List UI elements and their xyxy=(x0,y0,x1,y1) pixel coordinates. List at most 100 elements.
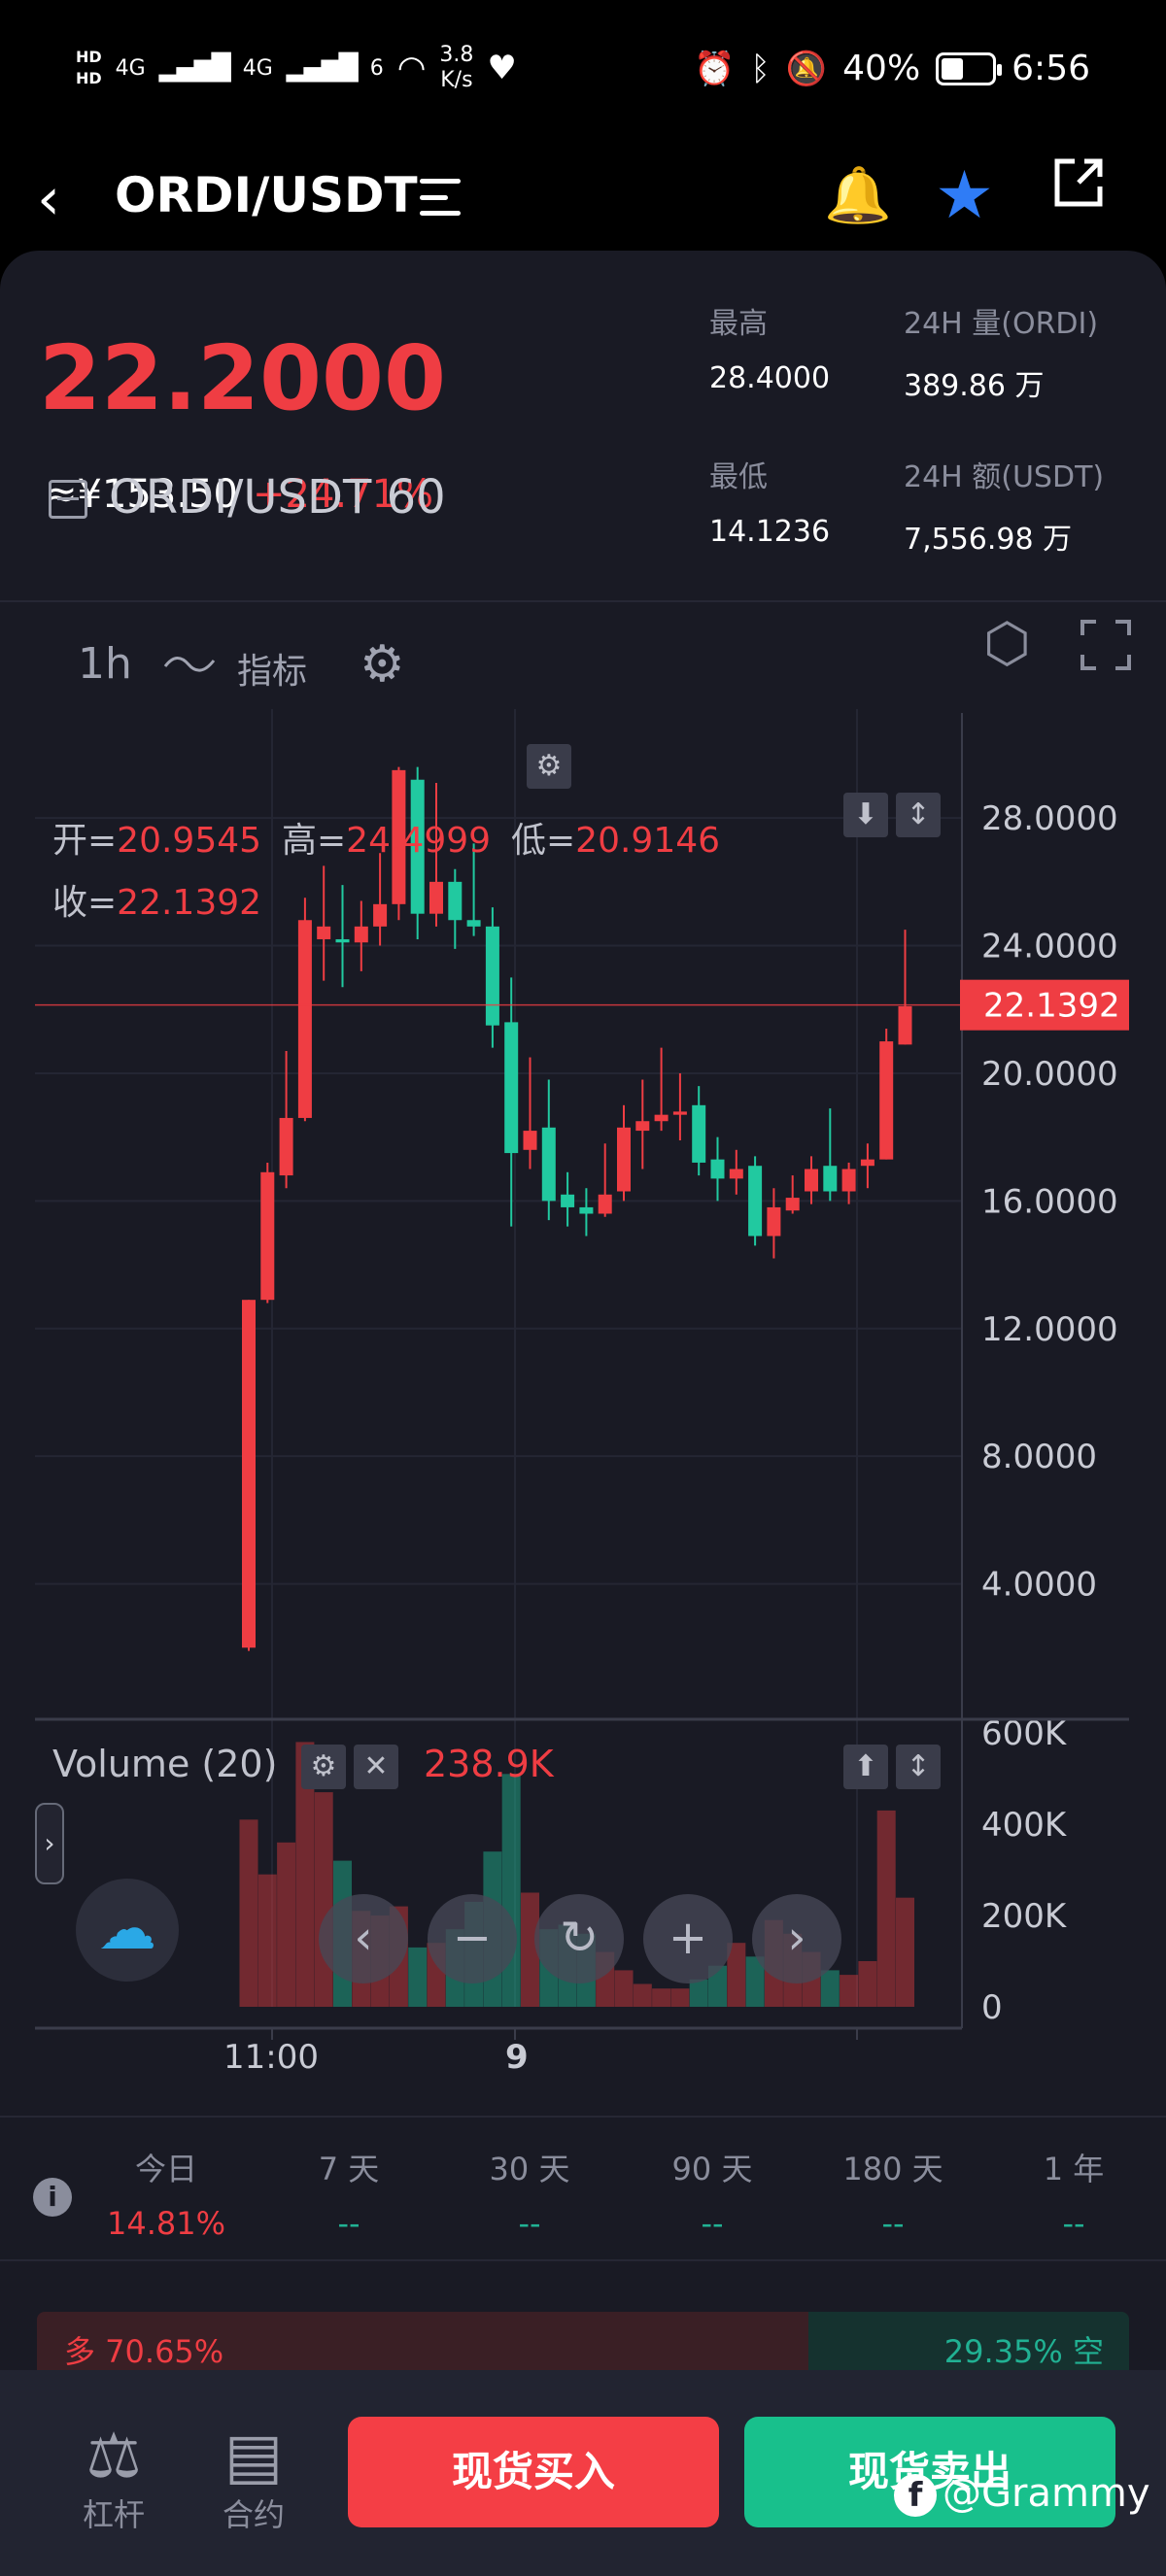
watermark-logo-icon: f xyxy=(894,2474,937,2517)
performance-periods: i 今日 14.81% 7 天 -- 30 天 -- 90 天 -- 180 天… xyxy=(0,2116,1166,2261)
leverage-tab[interactable]: ⚖ 杠杆 xyxy=(60,2423,167,2535)
high-label: 最高 xyxy=(709,307,768,341)
scroll-right-icon[interactable]: › xyxy=(752,1894,841,1983)
main-panel: 22.2000 ≈¥153.50 +24.71% 最高 28.4000 最低 1… xyxy=(0,251,1166,2576)
period-90d[interactable]: 90 天 -- xyxy=(671,2151,753,2242)
candle-body xyxy=(860,1159,874,1167)
scroll-left-icon[interactable]: ‹ xyxy=(319,1894,408,1983)
chart-collapse-icon[interactable] xyxy=(49,480,87,519)
candle-body xyxy=(504,1022,519,1154)
candle-body xyxy=(354,926,368,943)
candle-body xyxy=(485,926,499,1026)
y-tick-label: 4.0000 xyxy=(981,1566,1097,1605)
price-alert-icon[interactable]: 🔔 xyxy=(824,164,892,227)
contract-icon: ▤ xyxy=(223,2421,284,2492)
indicator-wave-icon[interactable] xyxy=(163,647,216,676)
favorite-star-icon[interactable]: ★ xyxy=(935,157,994,234)
current-price-tag xyxy=(960,979,1129,1031)
vol-label: 24H 量(ORDI) xyxy=(904,307,1099,341)
chart-settings-gear-icon[interactable]: ⚙ xyxy=(360,635,405,694)
volume-bar xyxy=(408,1947,428,2007)
low-label: 最低 xyxy=(709,460,768,494)
zoom-out-icon[interactable]: − xyxy=(428,1894,517,1983)
price-pane-resize-icon[interactable]: ↕ xyxy=(896,793,941,837)
battery-percent: 40% xyxy=(842,49,921,88)
short-ratio-fill xyxy=(808,2312,1129,2380)
network-label-2: 4G xyxy=(242,55,273,81)
pair-menu-icon[interactable] xyxy=(420,179,461,216)
pair-title[interactable]: ORDI/USDT xyxy=(115,167,418,223)
candle-body xyxy=(523,1131,537,1150)
chart-style-hexagon-icon[interactable]: ⬡ xyxy=(983,612,1031,675)
candle-body xyxy=(898,1005,912,1045)
ohlc-close: 收=22.1392 xyxy=(52,883,262,923)
current-price-label: 22.1392 xyxy=(983,987,1120,1026)
long-ratio-label: 多 70.65% xyxy=(64,2333,224,2370)
network-label-3: 6 xyxy=(369,55,384,81)
chart-title-gear-icon[interactable]: ⚙ xyxy=(527,744,571,789)
reset-icon[interactable]: ↻ xyxy=(534,1894,624,1983)
signal-icon: ▂▄▆█ xyxy=(286,53,359,83)
chart-title: ORDI/USDT 60 xyxy=(109,470,446,525)
candle-body xyxy=(410,779,425,914)
candle-body xyxy=(823,1166,838,1192)
volume-bar xyxy=(708,1965,727,2007)
high-value: 28.4000 xyxy=(709,361,831,395)
period-today[interactable]: 今日 14.81% xyxy=(106,2151,225,2242)
y-tick-label: 8.0000 xyxy=(981,1438,1097,1476)
share-icon[interactable] xyxy=(1049,153,1108,212)
mute-icon: 🔕 xyxy=(785,49,828,88)
candle-body xyxy=(561,1194,575,1207)
candle-body xyxy=(279,1117,293,1176)
indicator-button[interactable]: 指标 xyxy=(237,652,308,692)
volume-close-icon[interactable]: ✕ xyxy=(354,1745,398,1789)
contract-tab[interactable]: ▤ 合约 xyxy=(200,2423,307,2535)
candle-body xyxy=(879,1041,894,1160)
y-tick-label: 20.0000 xyxy=(981,1055,1118,1094)
volume-tick-label: 400K xyxy=(981,1806,1068,1845)
interval-selector[interactable]: 1h xyxy=(78,639,132,689)
amount-value: 7,556.98 万 xyxy=(904,523,1073,557)
zoom-in-icon[interactable]: + xyxy=(643,1894,733,1983)
period-180d[interactable]: 180 天 -- xyxy=(842,2151,943,2242)
price-change: +24.71% xyxy=(253,472,434,517)
volume-gear-icon[interactable]: ⚙ xyxy=(301,1745,346,1789)
candle-body xyxy=(392,769,406,904)
info-icon[interactable]: i xyxy=(33,2178,72,2217)
volume-bar xyxy=(633,1983,652,2007)
wifi-icon: ◠ xyxy=(396,49,427,87)
volume-bar xyxy=(314,1792,333,2007)
heart-icon: ♥ xyxy=(487,49,517,87)
network-label-1: 4G xyxy=(115,55,146,81)
back-icon[interactable]: ‹ xyxy=(37,165,60,233)
nav-bar: ‹ ORDI/USDT 🔔 ★ xyxy=(0,146,1166,253)
period-30d[interactable]: 30 天 -- xyxy=(489,2151,570,2242)
drawer-handle-chevron-icon[interactable]: › xyxy=(35,1803,64,1884)
volume-pane-up-icon[interactable]: ⬆ xyxy=(843,1745,888,1789)
volume-bar xyxy=(670,1988,690,2007)
price-pane-down-icon[interactable]: ⬇ xyxy=(843,793,888,837)
volume-bar xyxy=(239,1819,258,2007)
volume-pane-resize-icon[interactable]: ↕ xyxy=(896,1745,941,1789)
alarm-icon: ⏰ xyxy=(694,49,736,88)
clock: 6:56 xyxy=(1012,49,1090,88)
y-tick-label: 28.0000 xyxy=(981,799,1118,838)
x-axis-label: 11:00 xyxy=(223,2038,319,2077)
candle-body xyxy=(297,920,312,1118)
watermark: f @Grammy xyxy=(894,2471,1150,2517)
cny-price: ≈¥153.50 xyxy=(45,472,238,517)
spot-buy-button[interactable]: 现货买入 xyxy=(348,2417,719,2527)
status-right: ⏰ ᛒ 🔕 40% 6:56 xyxy=(694,49,1090,88)
candle-body xyxy=(785,1198,800,1211)
volume-bar xyxy=(501,1774,521,2007)
cloud-icon[interactable]: ☁ xyxy=(76,1879,179,1982)
candle-body xyxy=(805,1169,818,1192)
volume-bar xyxy=(896,1897,914,2007)
period-1y[interactable]: 1 年 -- xyxy=(1043,2151,1105,2242)
ohlc-open: 开=20.9545 xyxy=(52,821,262,861)
fullscreen-icon[interactable] xyxy=(1080,620,1131,670)
volume-bar xyxy=(689,1979,708,2007)
candle-body xyxy=(654,1114,669,1122)
period-7d[interactable]: 7 天 -- xyxy=(318,2151,380,2242)
long-short-ratio-bar: 多 70.65% 29.35% 空 xyxy=(37,2312,1129,2380)
